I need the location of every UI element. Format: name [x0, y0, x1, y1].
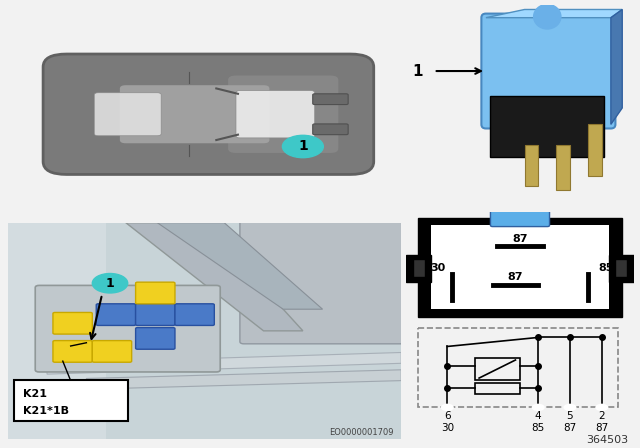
- Polygon shape: [47, 353, 401, 374]
- Bar: [525, 145, 538, 186]
- FancyBboxPatch shape: [313, 94, 348, 104]
- Text: 364503: 364503: [586, 435, 628, 445]
- Bar: [609, 255, 634, 282]
- Polygon shape: [611, 9, 622, 125]
- Text: 1: 1: [413, 64, 423, 78]
- Bar: [418, 328, 618, 407]
- FancyBboxPatch shape: [175, 304, 214, 325]
- Text: K21: K21: [24, 388, 47, 399]
- FancyBboxPatch shape: [481, 13, 616, 129]
- FancyBboxPatch shape: [490, 211, 550, 227]
- FancyBboxPatch shape: [13, 379, 128, 421]
- FancyBboxPatch shape: [313, 124, 348, 135]
- FancyBboxPatch shape: [236, 90, 315, 138]
- Text: 6: 6: [444, 411, 451, 422]
- FancyBboxPatch shape: [136, 327, 175, 349]
- Circle shape: [534, 4, 561, 29]
- Circle shape: [92, 274, 128, 293]
- Text: K21*1B: K21*1B: [24, 406, 69, 416]
- Bar: [475, 358, 520, 380]
- Bar: [431, 225, 609, 309]
- Bar: [8, 223, 106, 439]
- Polygon shape: [157, 223, 323, 309]
- Circle shape: [564, 405, 575, 410]
- Text: 1: 1: [298, 139, 308, 154]
- Polygon shape: [486, 9, 622, 17]
- FancyBboxPatch shape: [490, 96, 604, 157]
- Polygon shape: [125, 223, 303, 331]
- Circle shape: [596, 405, 607, 410]
- Text: 4: 4: [535, 411, 541, 422]
- Circle shape: [532, 405, 544, 410]
- FancyBboxPatch shape: [92, 340, 132, 362]
- Text: 87: 87: [563, 423, 577, 433]
- Circle shape: [442, 405, 453, 410]
- Bar: [616, 259, 627, 277]
- Text: 30: 30: [441, 423, 454, 433]
- Text: 85: 85: [598, 263, 614, 273]
- Text: 85: 85: [532, 423, 545, 433]
- Text: 30: 30: [431, 263, 446, 273]
- FancyBboxPatch shape: [35, 285, 220, 372]
- Bar: [413, 259, 424, 277]
- FancyBboxPatch shape: [43, 54, 374, 174]
- FancyBboxPatch shape: [136, 282, 175, 304]
- Text: 2: 2: [598, 411, 605, 422]
- Bar: [406, 255, 431, 282]
- FancyBboxPatch shape: [96, 304, 136, 325]
- FancyBboxPatch shape: [120, 85, 269, 143]
- Bar: [475, 383, 520, 394]
- FancyBboxPatch shape: [94, 93, 161, 136]
- Text: 87: 87: [595, 423, 609, 433]
- Text: 1: 1: [106, 277, 115, 290]
- Bar: [588, 125, 602, 176]
- Bar: [418, 218, 622, 317]
- Bar: [556, 145, 570, 190]
- FancyBboxPatch shape: [53, 340, 92, 362]
- Circle shape: [282, 135, 323, 158]
- Text: 87: 87: [508, 272, 524, 282]
- Text: 87: 87: [512, 234, 528, 244]
- FancyBboxPatch shape: [228, 76, 339, 153]
- Text: EO0000001709: EO0000001709: [329, 428, 394, 437]
- FancyBboxPatch shape: [136, 304, 175, 325]
- FancyBboxPatch shape: [53, 312, 92, 334]
- FancyBboxPatch shape: [240, 220, 405, 344]
- Text: 5: 5: [566, 411, 573, 422]
- Polygon shape: [86, 370, 401, 389]
